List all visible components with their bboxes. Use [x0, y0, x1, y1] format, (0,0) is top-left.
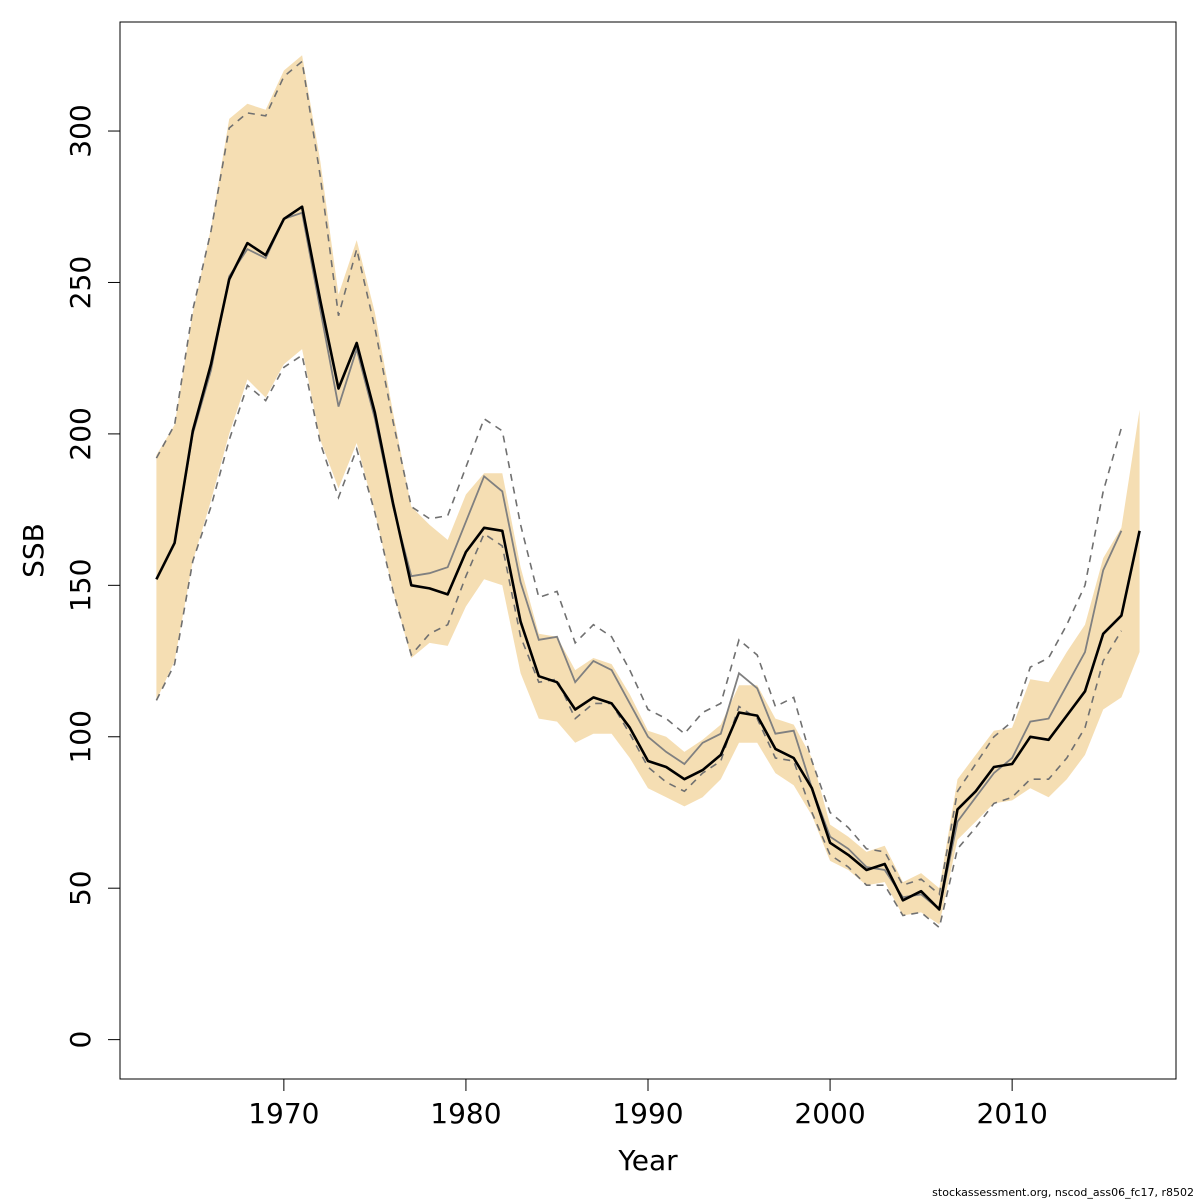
- current-estimate-line: [155, 205, 1141, 911]
- previous-ci-layer: [155, 59, 1123, 930]
- x-tick-label: 2010: [977, 1097, 1048, 1130]
- previous-ci-lower-line: [155, 353, 1123, 930]
- y-tick-label: 0: [64, 1031, 97, 1049]
- y-tick-label: 150: [64, 559, 97, 612]
- previous-estimate-line: [155, 211, 1123, 912]
- x-tick-label: 1990: [612, 1097, 683, 1130]
- y-axis: 0 50 100 150 200 250 300: [64, 104, 121, 1049]
- ci-band-current: [156, 55, 1140, 925]
- credit-note: stockassessment.org, nscod_ass06_fc17, r…: [932, 1186, 1194, 1199]
- y-axis-title: SSB: [17, 523, 50, 578]
- y-tick-label: 300: [64, 104, 97, 157]
- x-axis: 1970 1980 1990 2000 2010: [248, 1078, 1048, 1130]
- x-tick-label: 1980: [430, 1097, 501, 1130]
- y-tick-label: 200: [64, 407, 97, 460]
- previous-ci-upper-line: [155, 59, 1123, 896]
- previous-estimate-layer: [155, 211, 1123, 912]
- x-tick-label: 1970: [248, 1097, 319, 1130]
- x-tick-label: 2000: [794, 1097, 865, 1130]
- confidence-band-layer: [156, 55, 1140, 925]
- y-tick-label: 50: [64, 870, 97, 906]
- y-tick-label: 100: [64, 710, 97, 763]
- y-tick-label: 250: [64, 256, 97, 309]
- current-estimate-layer: [155, 205, 1141, 911]
- x-axis-title: Year: [617, 1144, 678, 1177]
